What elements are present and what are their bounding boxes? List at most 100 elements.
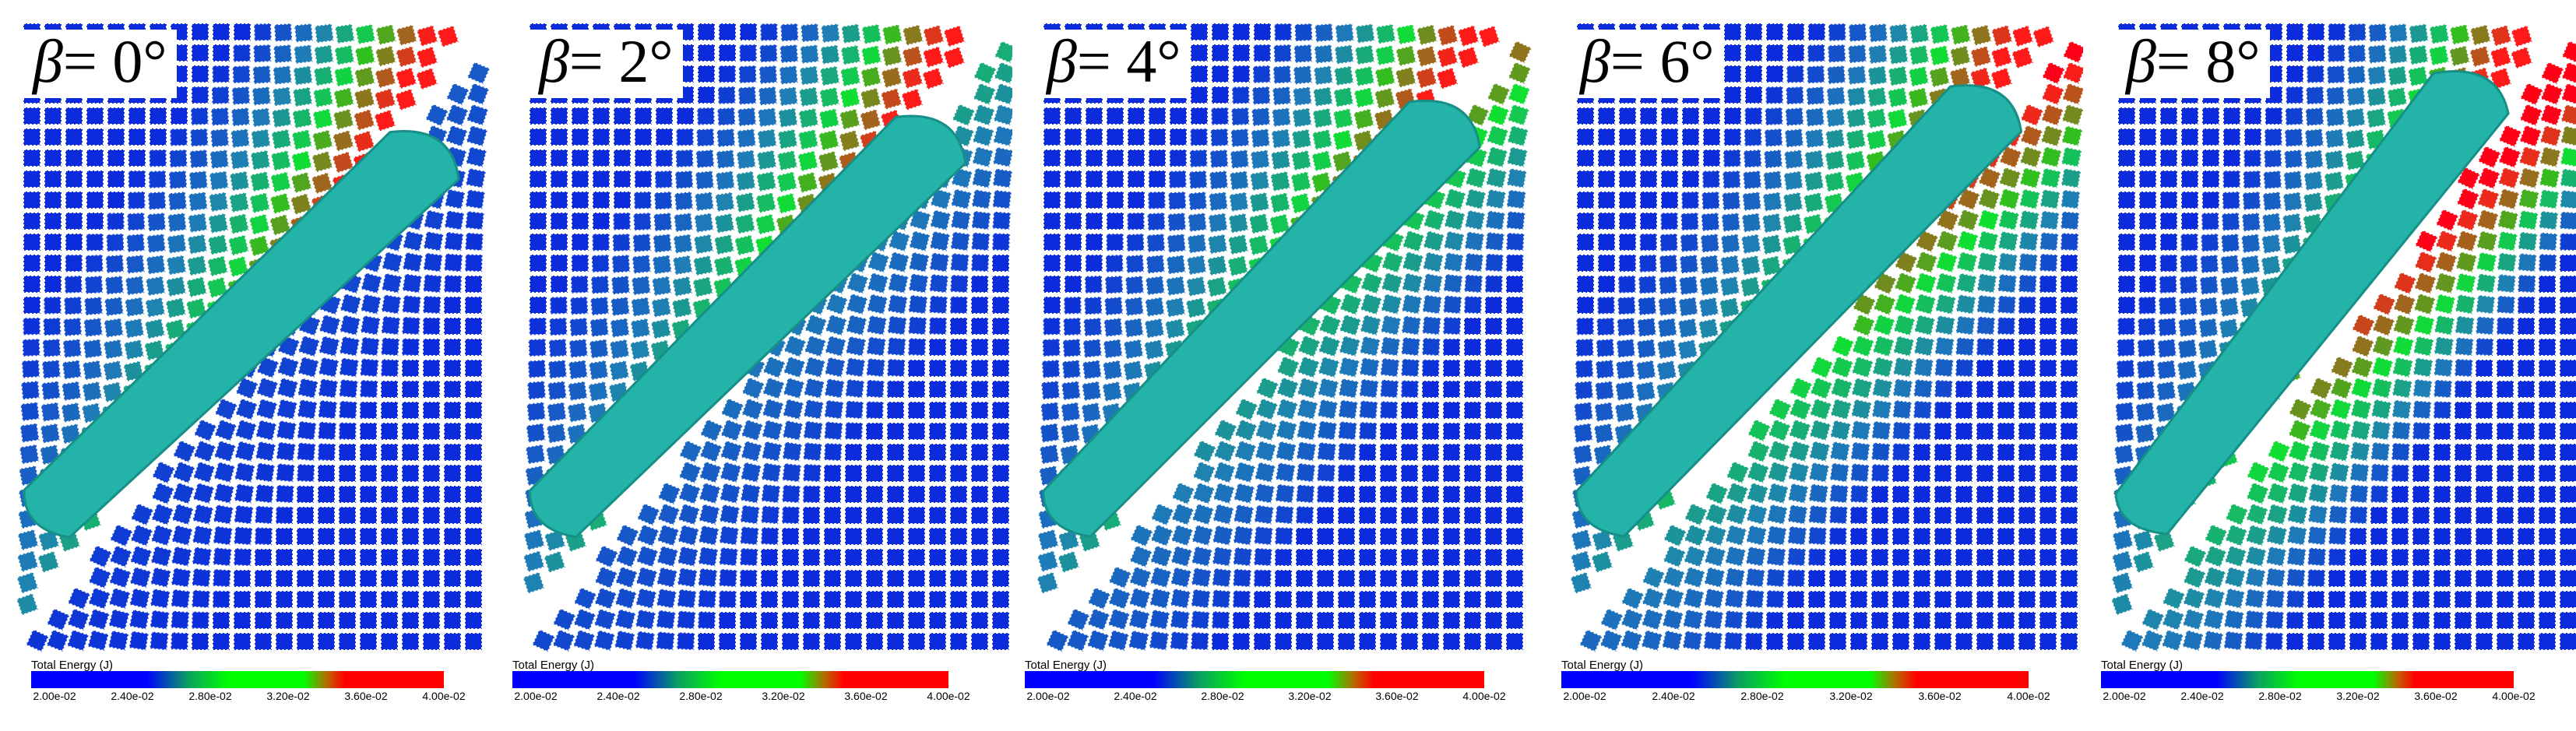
ice-floe bbox=[422, 338, 441, 357]
ice-floe bbox=[2307, 632, 2325, 651]
ice-floe bbox=[1233, 482, 1256, 505]
ice-floe bbox=[2475, 293, 2497, 315]
ice-floe bbox=[2517, 590, 2536, 609]
ice-floe bbox=[2039, 464, 2057, 483]
ice-floe bbox=[1463, 273, 1483, 294]
ice-floe bbox=[1106, 149, 1124, 167]
ice-floe bbox=[2201, 629, 2225, 652]
ice-floe bbox=[2060, 125, 2083, 148]
ice-floe bbox=[65, 107, 83, 125]
ice-floe bbox=[1232, 23, 1251, 41]
ice-floe bbox=[1190, 107, 1209, 125]
ice-floe bbox=[1829, 376, 1854, 400]
ice-floe bbox=[991, 485, 1010, 504]
ice-floe bbox=[634, 149, 653, 167]
ice-floe bbox=[1808, 397, 1833, 421]
ice-floe bbox=[380, 358, 399, 378]
ice-floe bbox=[2539, 82, 2564, 107]
ice-floe bbox=[422, 464, 441, 483]
ice-floe bbox=[629, 317, 652, 339]
ice-floe bbox=[970, 188, 993, 210]
ice-floe bbox=[1274, 525, 1294, 546]
ice-floe bbox=[2286, 503, 2309, 526]
ice-floe bbox=[1681, 170, 1700, 188]
ice-floe bbox=[443, 506, 462, 525]
ice-floe bbox=[1614, 401, 1636, 423]
ice-floe bbox=[992, 125, 1012, 148]
ice-floe bbox=[804, 313, 829, 338]
ice-floe bbox=[1955, 422, 1973, 441]
ice-floe bbox=[971, 145, 994, 169]
ice-floe bbox=[2018, 359, 2036, 378]
ice-floe bbox=[1249, 149, 1271, 170]
ice-floe bbox=[1400, 464, 1419, 483]
ice-floe bbox=[149, 587, 171, 610]
ice-floe bbox=[2224, 502, 2250, 527]
ice-floe bbox=[1274, 504, 1295, 525]
ice-floe bbox=[289, 192, 313, 216]
ice-floe bbox=[1043, 254, 1061, 272]
simulation-view bbox=[1036, 22, 1533, 653]
ice-floe bbox=[1191, 523, 1214, 547]
ice-floe bbox=[1997, 506, 2015, 525]
ice-floe bbox=[761, 419, 784, 442]
ice-floe bbox=[1909, 23, 1930, 45]
ice-floe bbox=[170, 545, 193, 568]
ice-floe bbox=[1085, 128, 1103, 146]
ice-floe bbox=[1828, 440, 1851, 462]
ice-floe bbox=[464, 209, 485, 231]
ice-floe bbox=[1656, 317, 1678, 339]
ice-floe bbox=[2517, 230, 2539, 252]
ice-floe bbox=[1316, 569, 1335, 588]
ice-floe bbox=[311, 149, 334, 174]
ice-floe bbox=[207, 212, 230, 234]
ice-floe bbox=[2307, 546, 2328, 568]
ice-floe bbox=[2283, 128, 2304, 148]
ice-floe bbox=[2039, 380, 2057, 399]
ice-floe bbox=[1232, 632, 1251, 651]
ice-floe bbox=[1463, 569, 1482, 588]
ice-floe bbox=[1976, 632, 1994, 651]
ice-floe bbox=[651, 254, 673, 276]
ice-floe bbox=[1374, 65, 1396, 88]
ice-floe bbox=[1226, 234, 1250, 256]
ice-floe bbox=[1660, 149, 1679, 167]
ice-floe bbox=[757, 86, 779, 107]
ice-floe bbox=[865, 443, 884, 462]
ice-floe bbox=[1274, 590, 1293, 609]
ice-floe bbox=[949, 611, 968, 630]
ice-floe bbox=[1290, 128, 1313, 150]
colorbar-tick-label: 2.80e-02 bbox=[188, 690, 232, 702]
ice-floe bbox=[2370, 548, 2388, 567]
colorbar-tick-label: 4.00e-02 bbox=[927, 690, 970, 702]
ice-floe bbox=[655, 128, 674, 146]
ice-floe bbox=[1828, 569, 1847, 588]
ice-floe bbox=[758, 44, 779, 64]
ice-floe bbox=[1106, 128, 1124, 146]
ice-floe bbox=[1274, 483, 1296, 504]
beta-label: β= 2° bbox=[530, 30, 683, 98]
ice-floe bbox=[164, 297, 187, 319]
ice-floe bbox=[1148, 630, 1170, 652]
ice-floe bbox=[44, 254, 62, 272]
ice-floe bbox=[1212, 460, 1237, 484]
ice-floe bbox=[949, 443, 968, 462]
ice-floe bbox=[824, 356, 846, 378]
ice-floe bbox=[928, 506, 947, 525]
ice-floe bbox=[1913, 590, 1931, 609]
ice-floe bbox=[802, 611, 821, 630]
ice-floe bbox=[2182, 586, 2206, 610]
ice-floe bbox=[1720, 212, 1741, 233]
ice-floe bbox=[741, 376, 765, 401]
ice-floe bbox=[2159, 253, 2178, 273]
ice-floe bbox=[1505, 167, 1528, 189]
ice-floe bbox=[1765, 44, 1784, 62]
ice-floe bbox=[1316, 611, 1335, 630]
ice-floe bbox=[1719, 275, 1741, 297]
ice-floe bbox=[737, 86, 758, 106]
ice-floe bbox=[185, 297, 208, 320]
ice-floe bbox=[2287, 418, 2312, 443]
ice-floe bbox=[802, 632, 821, 651]
ice-floe bbox=[525, 422, 547, 444]
ice-floe bbox=[677, 481, 702, 505]
